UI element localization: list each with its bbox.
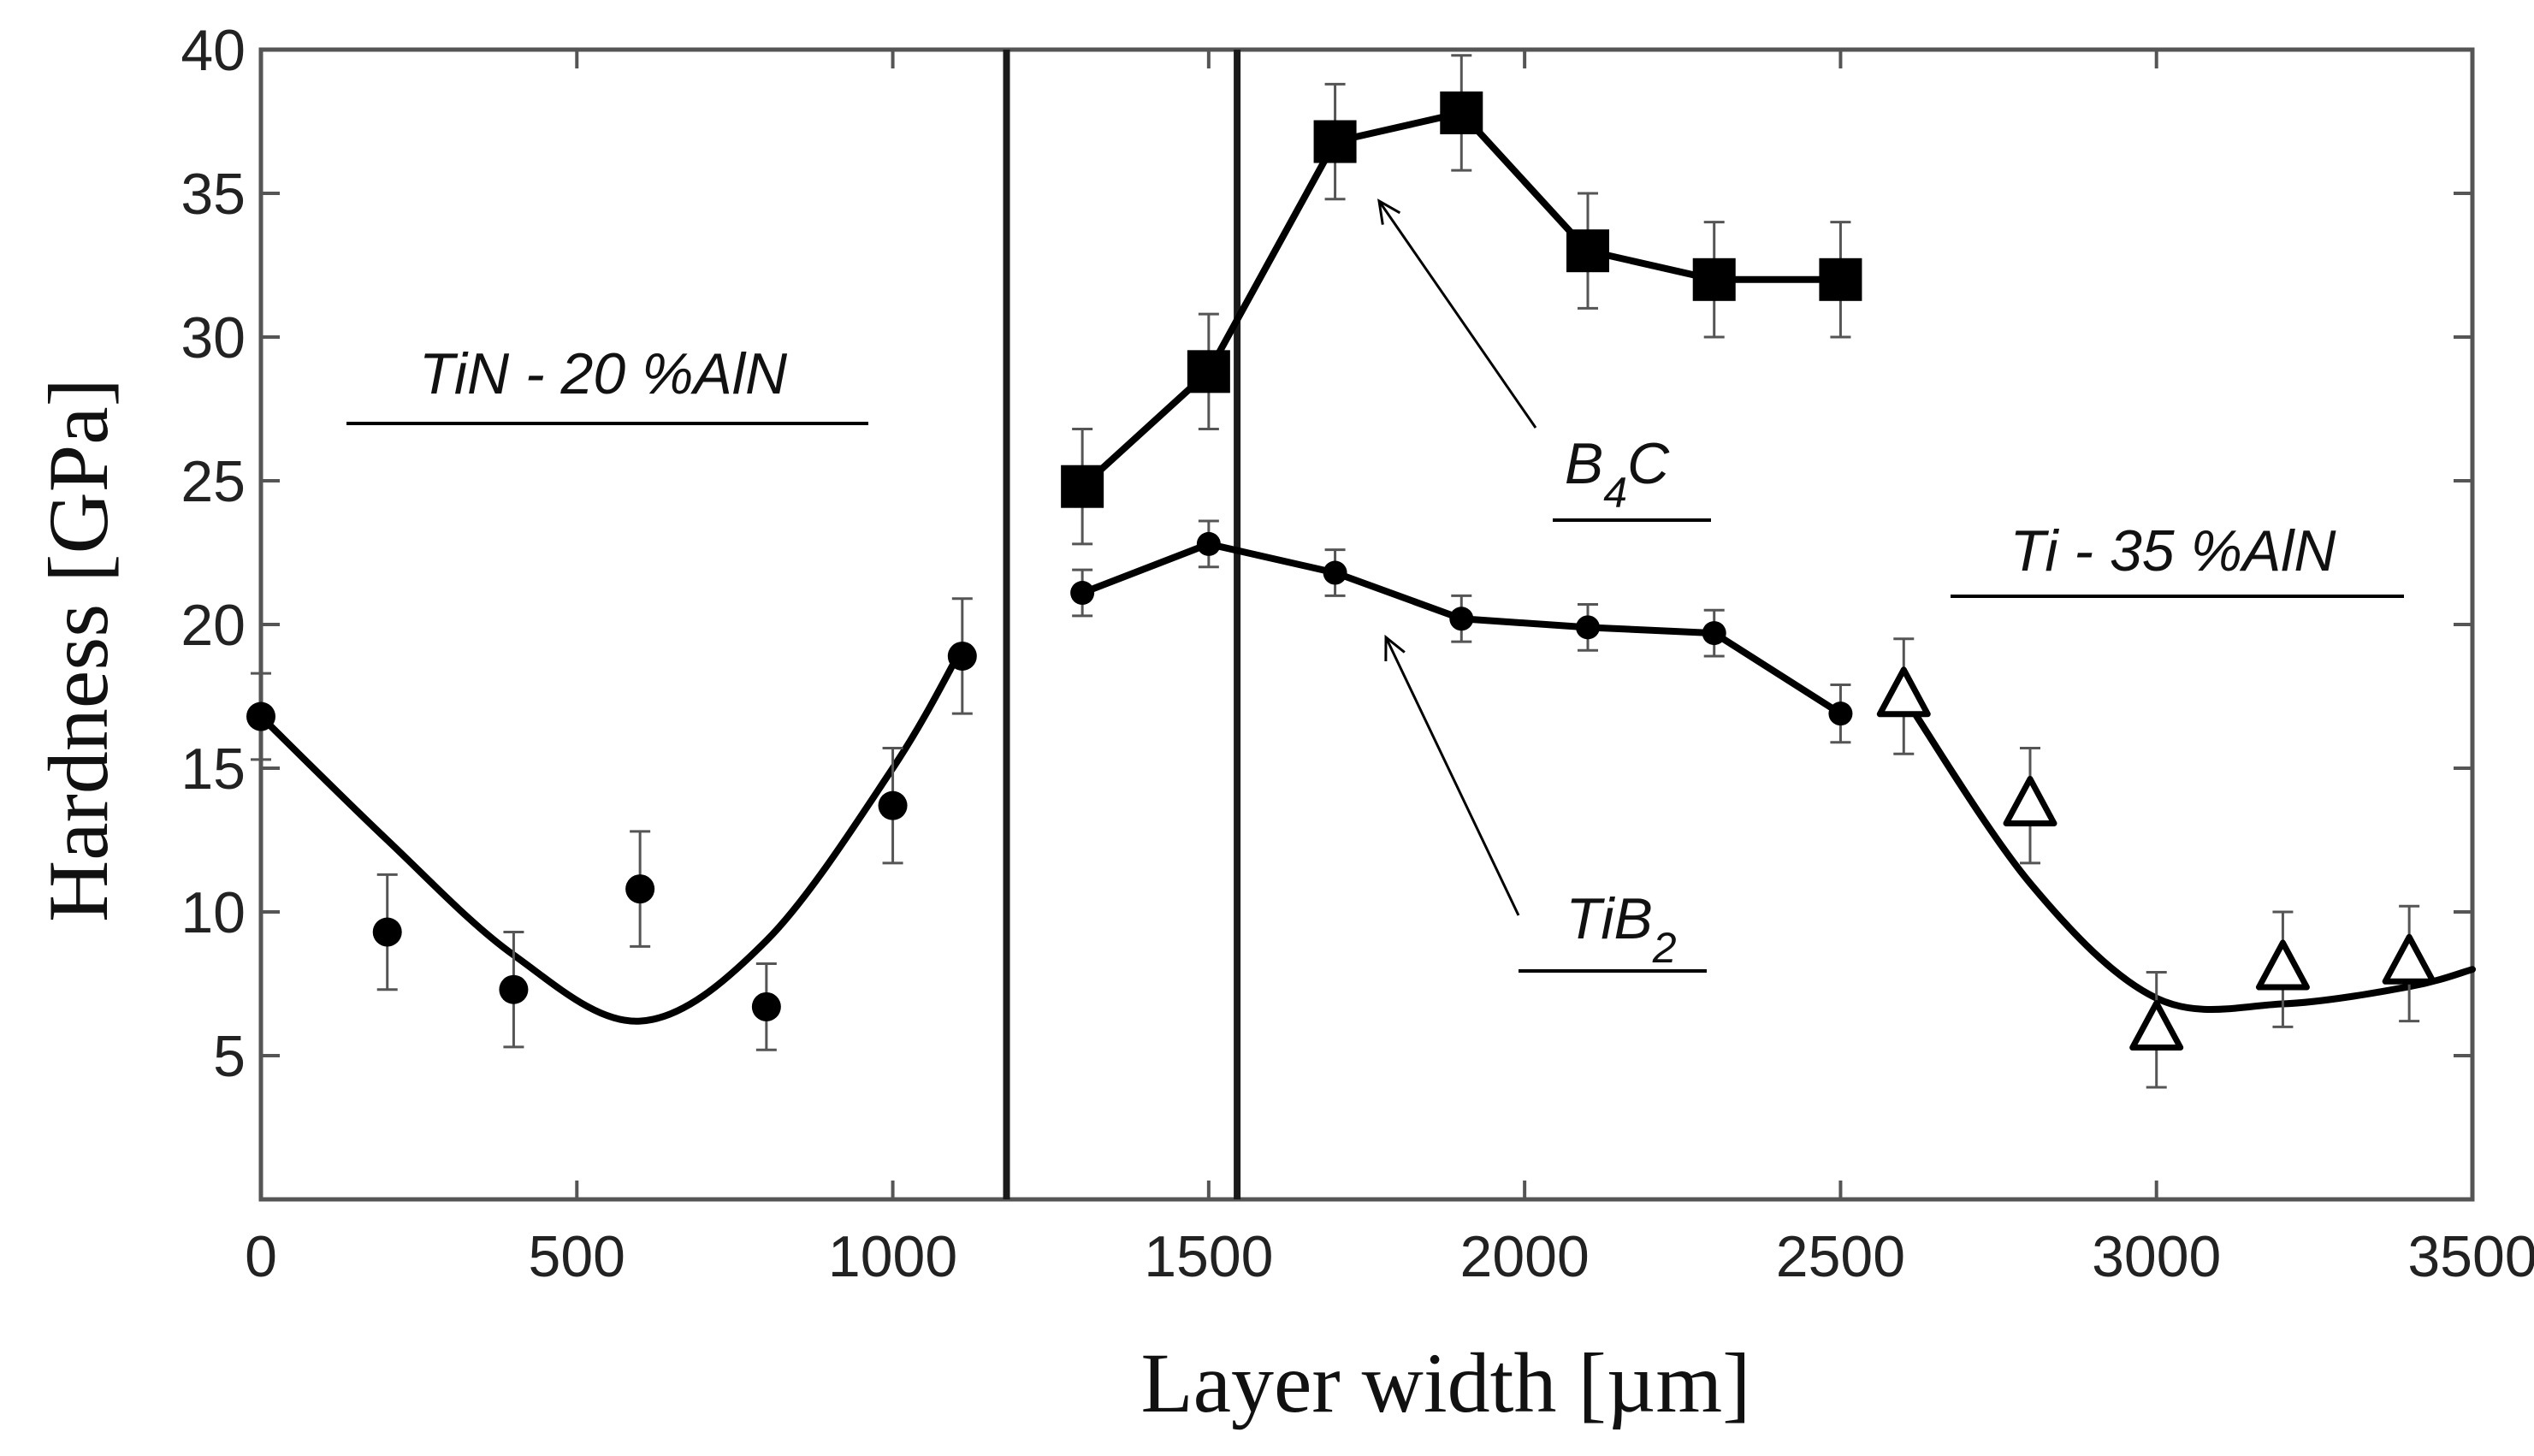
section-dividers [1007,50,1238,1199]
data-point-tin-20-aln [879,791,908,820]
data-point-tin-20-aln [625,874,654,903]
x-axis-ticks: 0 500 1000 1500 2000 2500 3000 3500 [245,50,2534,1289]
y-tick-label: 5 [213,1024,246,1089]
data-point-ti-35-aln [1880,670,1927,714]
label-tib2: TiB2 [1566,886,1676,972]
fit-curve-ti-35-aln [1903,696,2472,1009]
data-point-b4c [1566,229,1609,272]
data-point-ti-35-aln [2133,1003,2181,1048]
data-point-tib2 [1449,607,1473,630]
data-point-tib2 [1828,701,1852,725]
x-tick-label: 1500 [1144,1224,1273,1289]
label-b4c: B4C [1565,431,1670,517]
arrow-tib2 [1386,637,1519,915]
data-point-b4c [1314,121,1357,163]
data-point-b4c [1061,465,1104,508]
fit-curve-tin-20-aln [261,648,962,1021]
y-axis-label: Hardness [GPa] [31,378,126,922]
data-point-tin-20-aln [752,992,781,1021]
y-tick-label: 40 [181,18,246,83]
data-point-tib2 [1197,532,1221,556]
y-tick-label: 15 [181,737,246,802]
x-axis-label: Layer width [µm] [1141,1335,1751,1430]
data-point-b4c [1819,258,1862,301]
data-point-tib2 [1702,621,1726,645]
data-point-tin-20-aln [499,975,528,1004]
data-point-tib2 [1576,615,1600,639]
y-tick-label: 25 [181,449,246,514]
label-ti-35-aln: Ti - 35 %AlN [2010,518,2336,583]
arrow-b4c [1379,201,1536,428]
x-tick-label: 500 [529,1224,625,1289]
y-tick-label: 20 [181,593,246,658]
x-tick-label: 1000 [828,1224,957,1289]
y-tick-label: 35 [181,162,246,227]
data-point-b4c [1440,92,1483,134]
data-point-tib2 [1323,561,1347,585]
data-point-tin-20-aln [373,918,402,947]
data-point-tin-20-aln [246,702,275,731]
x-tick-label: 3500 [2407,1224,2534,1289]
y-tick-label: 30 [181,305,246,370]
data-point-ti-35-aln [2259,943,2306,987]
x-tick-label: 0 [245,1224,277,1289]
hardness-chart: 0 500 1000 1500 2000 2500 3000 3500 5 10 15 20 25 30… [0,0,2534,1456]
x-tick-label: 2500 [1776,1224,1905,1289]
data-point-b4c [1187,350,1230,393]
x-tick-label: 2000 [1460,1224,1590,1289]
data-point-ti-35-aln [2006,778,2054,823]
data-point-tib2 [1070,581,1094,605]
y-tick-label: 10 [181,880,246,945]
data-point-ti-35-aln [2385,937,2433,981]
data-point-tin-20-aln [948,642,977,671]
x-tick-label: 3000 [2092,1224,2221,1289]
label-tin-20-aln: TiN - 20 %AlN [419,341,788,406]
data-point-b4c [1693,258,1736,301]
